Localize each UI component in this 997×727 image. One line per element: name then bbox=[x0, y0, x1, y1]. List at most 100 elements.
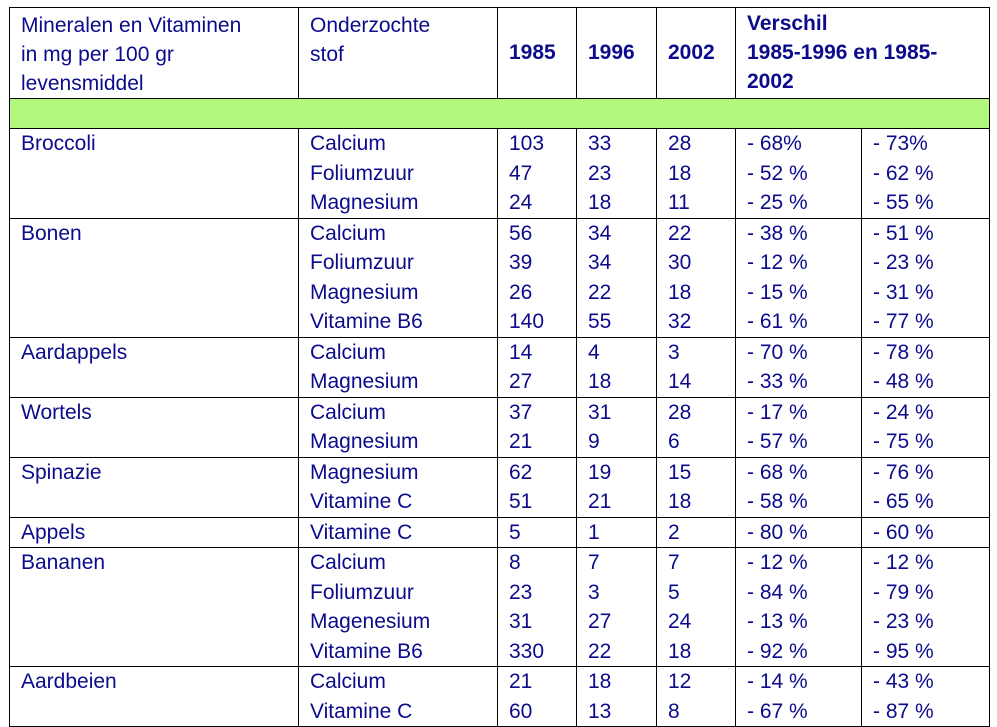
substance-value: Vitamine C bbox=[310, 490, 413, 513]
value-2002-value: 12 bbox=[668, 670, 692, 693]
value-2002-value: 18 bbox=[668, 280, 692, 304]
substance-value: Calcium bbox=[310, 132, 386, 155]
value-1985-value: 51 bbox=[509, 490, 533, 513]
value-1996-value: 33 bbox=[588, 132, 612, 155]
value-1996-value: 27 bbox=[588, 610, 612, 633]
diff-1985-1996-cell: - 14 % - 67 % bbox=[735, 666, 862, 727]
diff-1985-1996-value: - 13 % bbox=[747, 610, 808, 633]
value-2002-cell: 3 14 bbox=[656, 336, 736, 398]
food-cell: Aardappels bbox=[9, 336, 299, 398]
diff-1985-2002-value: - 76 % bbox=[873, 460, 934, 484]
diff-1985-2002-value: - 23 % bbox=[873, 610, 934, 633]
value-2002-cell: 28 6 bbox=[656, 396, 736, 458]
diff-1985-2002-value: - 12 % bbox=[873, 551, 934, 574]
header-food-line: levensmiddel bbox=[21, 72, 144, 95]
substance-value: Calcium bbox=[310, 551, 386, 574]
diff-1985-2002-value: - 55 % bbox=[873, 191, 934, 214]
value-2002-value: 18 bbox=[668, 161, 692, 185]
substance-cell: Calcium Foliumzuur Magnesium Vitamine B6 bbox=[298, 217, 498, 338]
substance-cell: Calcium Vitamine C bbox=[298, 666, 498, 727]
value-1996-value: 3 bbox=[588, 580, 600, 604]
value-1985-cell: 21 60 bbox=[497, 666, 577, 727]
diff-1985-1996-value: - 25 % bbox=[747, 191, 808, 214]
diff-1985-1996-value: - 33 % bbox=[747, 370, 808, 393]
value-1985-cell: 56 39 26 140 bbox=[497, 217, 577, 338]
diff-1985-2002-value: - 79 % bbox=[873, 580, 934, 604]
diff-1985-2002-cell: - 78 % - 48 % bbox=[861, 336, 990, 398]
substance-value: Magnesium bbox=[310, 430, 419, 453]
value-1985-value: 60 bbox=[509, 699, 533, 723]
value-2002-cell: 7 5 24 18 bbox=[656, 547, 736, 667]
diff-1985-1996-value: - 61 % bbox=[747, 310, 808, 333]
value-2002-cell: 22 30 18 32 bbox=[656, 217, 736, 338]
value-2002-value: 11 bbox=[668, 191, 690, 214]
food-cell: Broccoli bbox=[9, 128, 299, 219]
food-label: Aardbeien bbox=[21, 670, 117, 693]
diff-1985-2002-value: - 78 % bbox=[873, 340, 934, 364]
diff-1985-2002-cell: - 76 % - 65 % bbox=[861, 456, 990, 518]
header-food-line: in mg per 100 gr bbox=[21, 43, 174, 66]
value-2002-value: 6 bbox=[668, 430, 680, 453]
value-1985-value: 37 bbox=[509, 400, 533, 424]
food-label: Appels bbox=[21, 520, 86, 544]
food-label: Bananen bbox=[21, 551, 106, 574]
value-2002-value: 15 bbox=[668, 460, 692, 484]
substance-cell: Vitamine C bbox=[298, 516, 498, 548]
nutrient-table: Mineralen en Vitaminen in mg per 100 gr … bbox=[9, 7, 990, 727]
header-diff-line: Verschil bbox=[747, 12, 828, 35]
diff-1985-2002-value: - 87 % bbox=[873, 699, 934, 723]
value-1985-value: 39 bbox=[509, 251, 533, 274]
value-1985-value: 103 bbox=[509, 132, 545, 155]
value-1996-value: 7 bbox=[588, 551, 600, 574]
value-2002-value: 7 bbox=[668, 551, 680, 574]
substance-value: Vitamine B6 bbox=[310, 310, 423, 333]
substance-value: Calcium bbox=[310, 340, 386, 364]
value-1985-value: 14 bbox=[509, 340, 533, 364]
table-body: Broccoli Calcium Foliumzuur Magnesium 103 47 2… bbox=[9, 128, 990, 727]
table-row: Spinazie Magnesium Vitamine C 62 51 19 21 15 18-… bbox=[9, 456, 990, 518]
value-1996-cell: 4 18 bbox=[576, 336, 657, 398]
diff-1985-2002-value: - 73% bbox=[873, 132, 928, 155]
value-1996-value: 22 bbox=[588, 639, 612, 663]
diff-1985-1996-value: - 52 % bbox=[747, 161, 808, 185]
value-1985-cell: 14 27 bbox=[497, 336, 577, 398]
diff-1985-1996-value: - 38 % bbox=[747, 221, 808, 245]
value-2002-value: 28 bbox=[668, 132, 692, 155]
header-row: Mineralen en Vitaminen in mg per 100 gr … bbox=[9, 7, 990, 99]
food-cell: Aardbeien bbox=[9, 666, 299, 727]
food-label: Broccoli bbox=[21, 132, 96, 155]
substance-value: Calcium bbox=[310, 400, 386, 424]
diff-1985-2002-value: - 75 % bbox=[873, 430, 934, 453]
substance-value: Calcium bbox=[310, 221, 386, 245]
diff-1985-1996-value: - 17 % bbox=[747, 400, 808, 424]
food-label: Bonen bbox=[21, 221, 82, 245]
substance-value: Vitamine C bbox=[310, 520, 413, 544]
diff-1985-1996-value: - 58 % bbox=[747, 490, 808, 513]
diff-1985-2002-cell: - 24 % - 75 % bbox=[861, 396, 990, 458]
diff-1985-1996-cell: - 68 % - 58 % bbox=[735, 456, 862, 518]
food-label: Spinazie bbox=[21, 460, 102, 484]
value-1985-value: 330 bbox=[509, 639, 545, 663]
diff-1985-2002-value: - 48 % bbox=[873, 370, 934, 393]
value-2002-value: 28 bbox=[668, 400, 692, 424]
value-1996-value: 55 bbox=[588, 310, 612, 333]
value-1996-cell: 18 13 bbox=[576, 666, 657, 727]
diff-1985-2002-value: - 51 % bbox=[873, 221, 934, 245]
green-band-row bbox=[9, 98, 990, 129]
header-diff-line: 1985-1996 en 1985- bbox=[747, 41, 938, 64]
value-1985-cell: 62 51 bbox=[497, 456, 577, 518]
diff-1985-1996-value: - 80 % bbox=[747, 520, 808, 544]
substance-value: Magnesium bbox=[310, 370, 419, 393]
diff-1985-1996-value: - 15 % bbox=[747, 280, 808, 304]
food-cell: Bonen bbox=[9, 217, 299, 338]
substance-value: Magnesium bbox=[310, 460, 419, 484]
diff-1985-1996-cell: - 12 % - 84 % - 13 % - 92 % bbox=[735, 547, 862, 667]
value-1985-value: 140 bbox=[509, 310, 545, 333]
diff-1985-1996-value: - 67 % bbox=[747, 699, 808, 723]
value-1985-cell: 5 bbox=[497, 516, 577, 548]
header-food-column: Mineralen en Vitaminen in mg per 100 gr … bbox=[9, 7, 299, 99]
value-2002-value: 8 bbox=[668, 699, 680, 723]
diff-1985-1996-cell: - 38 % - 12 % - 15 % - 61 % bbox=[735, 217, 862, 338]
header-year-1996: 1996 bbox=[576, 7, 657, 99]
value-2002-value: 14 bbox=[668, 370, 692, 393]
